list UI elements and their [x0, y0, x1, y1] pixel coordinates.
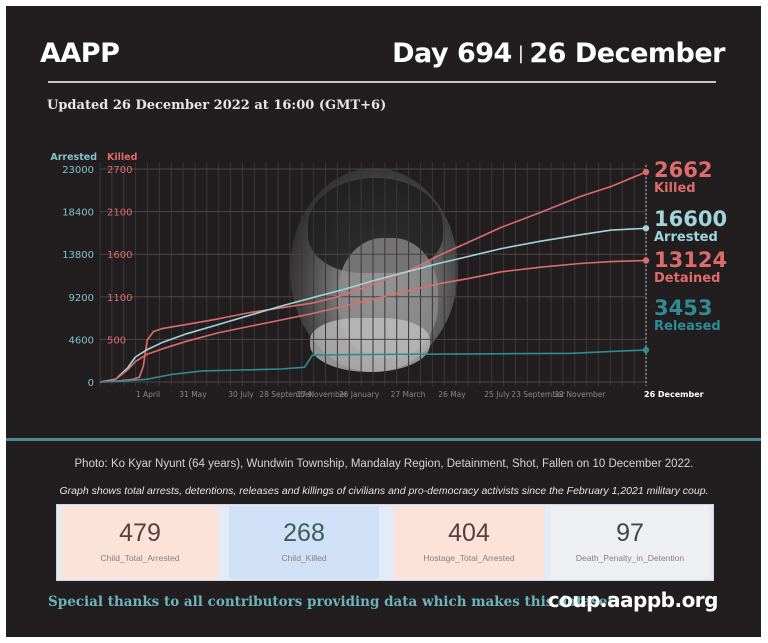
x-tick-label: 26 May: [438, 390, 466, 399]
x-tick-label: 26 December: [644, 390, 704, 399]
stat-value: 97: [616, 519, 644, 547]
series-line-detained: [99, 259, 647, 383]
right-axis-title: Killed: [107, 152, 137, 163]
series-line-released: [99, 349, 647, 383]
right-axis-tick-label: 2100: [107, 208, 132, 219]
x-tick-label: 27 March: [391, 390, 426, 399]
date-label: 26 December: [529, 38, 725, 69]
x-tick-label: 1 April: [136, 390, 160, 399]
x-tick-label: 31 May: [179, 390, 207, 399]
x-tick-label: 27 November: [297, 390, 349, 399]
stat-value: 268: [283, 519, 325, 547]
end-label-released: 3453 Released: [654, 296, 721, 334]
left-axis-tick-label: 23000: [62, 165, 94, 176]
right-axis-tick-label: 1100: [107, 293, 132, 304]
end-label-value: 2662: [654, 158, 713, 182]
thanks-note: Special thanks to all contributors provi…: [48, 594, 619, 610]
series-endpoint-detained: [642, 257, 650, 264]
header-divider: [48, 81, 716, 83]
stat-label: Child_Killed: [281, 553, 327, 563]
victim-photo: [290, 168, 458, 372]
line-chart: 0 4600 9200 13800 18400 23000 500 1100 1600 2100 2…: [50, 152, 703, 399]
x-tick-label: 22 November: [555, 390, 607, 399]
x-tick-label: 23 September: [511, 390, 565, 399]
left-axis-title: Arrested: [50, 152, 97, 163]
series-line-arrested: [99, 227, 647, 383]
stat-value: 404: [448, 519, 490, 547]
website-link[interactable]: coup.aappb.org: [547, 588, 719, 612]
left-axis-tick-label: 4600: [69, 335, 94, 346]
stat-card-death-penalty: 97 Death_Penalty_in_Detention: [551, 506, 709, 579]
end-label-value: 16600: [654, 207, 728, 231]
stat-label: Death_Penalty_in_Detention: [575, 553, 685, 563]
stat-label: Hostage_Total_Arrested: [423, 553, 515, 563]
left-axis-tick-label: 9200: [69, 293, 94, 304]
end-label-name: Detained: [654, 271, 721, 286]
chart-axes: 0 4600 9200 13800 18400 23000 500 1100 1600 2100 2…: [50, 152, 703, 399]
end-label-detained: 13124 Detained: [654, 248, 728, 286]
left-axis-tick-label: 13800: [62, 250, 94, 261]
day-label: Day 694: [392, 38, 512, 69]
brand-title: AAPP: [40, 38, 120, 69]
stat-value: 479: [119, 519, 161, 547]
x-tick-label: 26 January: [339, 390, 380, 399]
series-endpoint-killed: [642, 168, 650, 176]
end-label-arrested: 16600 Arrested: [654, 207, 728, 245]
x-tick-label: 28 September: [259, 390, 313, 399]
end-label-killed: 2662 Killed: [654, 158, 713, 196]
chart-grid: [99, 163, 647, 386]
separator: |: [517, 43, 524, 64]
day-date-heading: Day 694 | 26 December: [392, 38, 725, 69]
stat-card-child-killed: 268 Child_Killed: [229, 506, 379, 579]
left-axis-tick-label: 18400: [62, 208, 94, 219]
end-label-name: Arrested: [654, 230, 718, 245]
end-label-name: Killed: [654, 181, 696, 196]
graph-caption: Graph shows total arrests, detentions, r…: [59, 485, 709, 497]
x-tick-label: 30 July: [228, 390, 254, 399]
end-label-value: 13124: [654, 248, 728, 272]
right-axis-tick-label: 2700: [107, 165, 132, 176]
chart-lines: [99, 168, 650, 383]
right-axis-tick-label: 500: [107, 335, 126, 346]
right-axis-tick-label: 1600: [107, 250, 132, 261]
section-divider: [6, 438, 761, 441]
stat-card-child-total-arrested: 479 Child_Total_Arrested: [61, 506, 219, 579]
left-axis-tick-label: 0: [88, 378, 94, 389]
photo-shoulder: [310, 318, 430, 372]
stat-label: Child_Total_Arrested: [100, 553, 180, 563]
end-label-value: 3453: [654, 296, 713, 320]
stat-cards: 479 Child_Total_Arrested 268 Child_Kille…: [56, 504, 714, 581]
series-endpoint-released: [642, 346, 650, 354]
updated-timestamp: Updated 26 December 2022 at 16:00 (GMT+6…: [47, 98, 387, 113]
photo-caption: Photo: Ko Kyar Nyunt (64 years), Wundwin…: [74, 458, 694, 470]
series-endpoint-arrested: [642, 225, 650, 232]
end-label-name: Released: [654, 319, 721, 334]
series-line-killed: [99, 171, 647, 383]
stat-card-hostage-total-arrested: 404 Hostage_Total_Arrested: [394, 506, 544, 579]
x-tick-label: 25 July: [484, 390, 510, 399]
